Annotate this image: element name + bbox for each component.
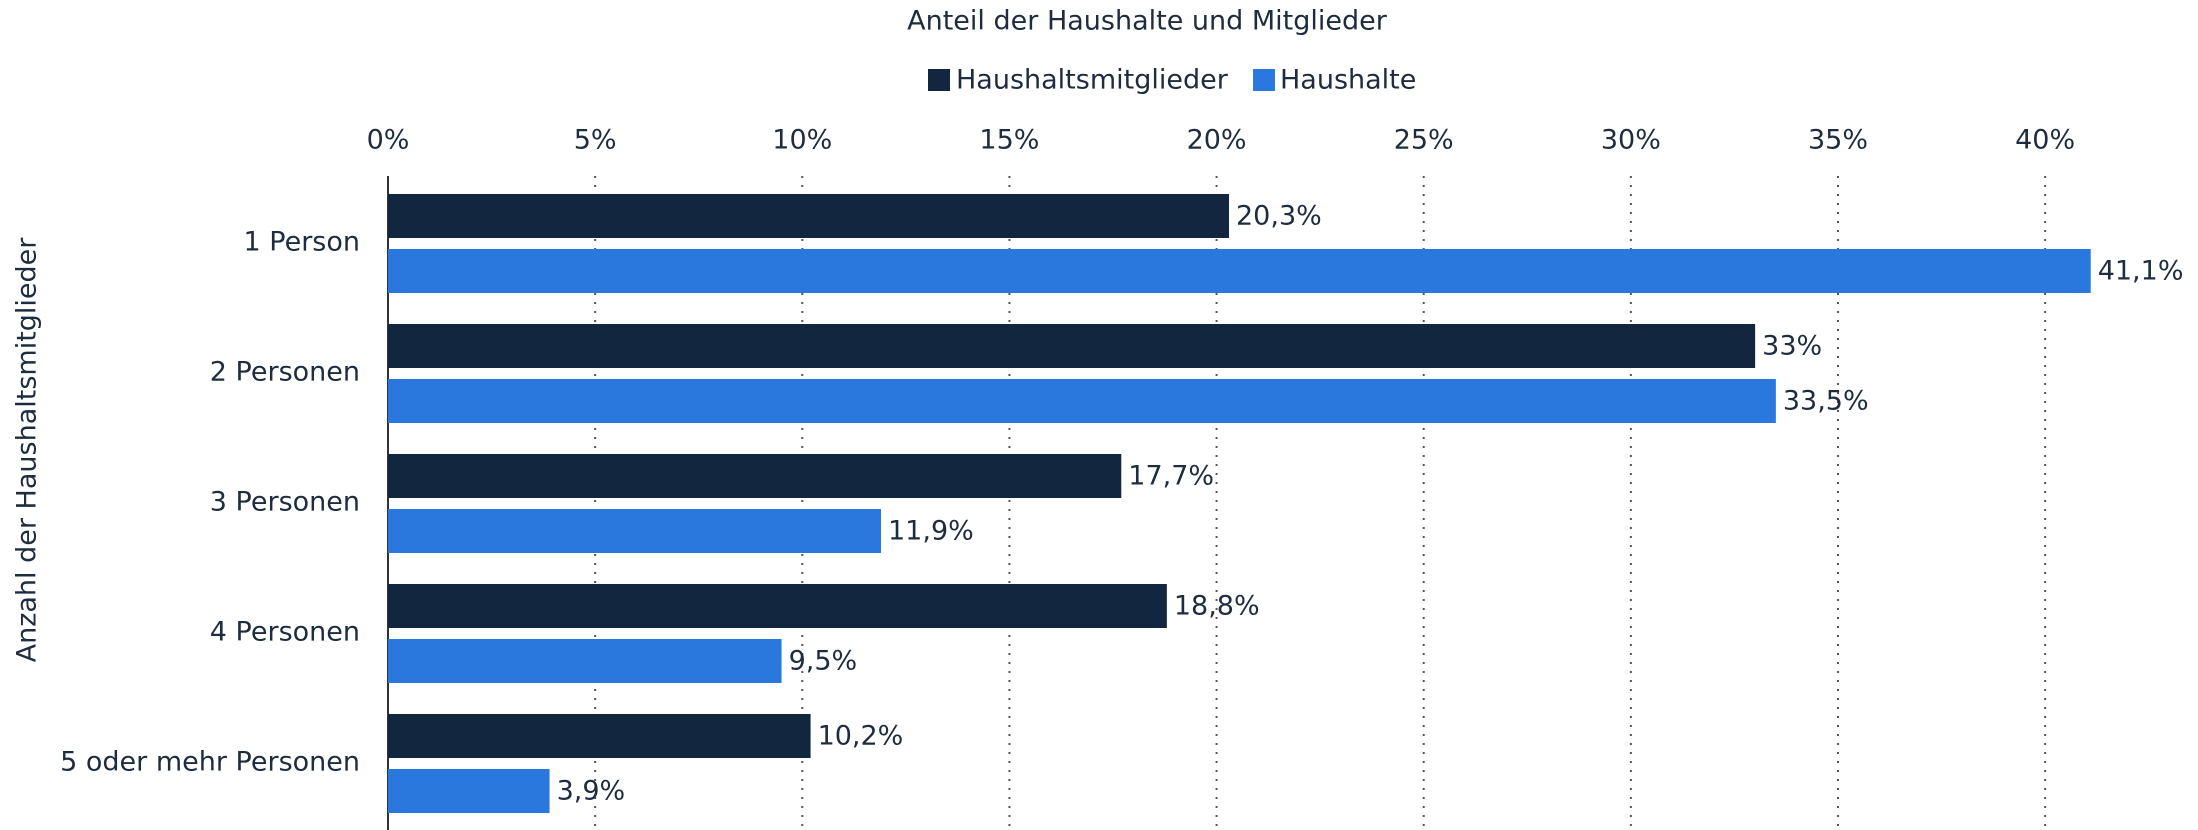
bar <box>388 379 1776 423</box>
legend-swatch <box>928 69 950 91</box>
bar <box>388 584 1167 628</box>
value-label: 11,9% <box>888 516 974 547</box>
bar <box>388 249 2091 293</box>
x-tick-label: 35% <box>1808 125 1868 156</box>
value-label: 33% <box>1762 331 1822 362</box>
bar <box>388 509 881 553</box>
bar <box>388 769 550 813</box>
x-tick-label: 10% <box>772 125 832 156</box>
value-label: 33,5% <box>1783 386 1869 417</box>
legend-swatch <box>1253 69 1275 91</box>
legend-label: Haushalte <box>1280 65 1416 96</box>
bar <box>388 454 1122 498</box>
x-tick-label: 30% <box>1601 125 1661 156</box>
y-axis-label: Anzahl der Haushaltsmitglieder <box>12 237 43 663</box>
y-tick-label: 2 Personen <box>210 357 360 388</box>
value-label: 41,1% <box>2098 256 2184 287</box>
value-label: 18,8% <box>1174 591 1260 622</box>
x-tick-label: 5% <box>574 125 617 156</box>
value-label: 3,9% <box>557 776 626 807</box>
bar <box>388 194 1229 238</box>
y-tick-label: 1 Person <box>244 227 361 258</box>
x-tick-label: 40% <box>2015 125 2075 156</box>
y-tick-label: 3 Personen <box>210 487 360 518</box>
legend-label: Haushaltsmitglieder <box>956 65 1229 96</box>
bar <box>388 639 782 683</box>
value-label: 9,5% <box>789 646 858 677</box>
y-tick-label: 5 oder mehr Personen <box>60 747 360 778</box>
chart-title: Anteil der Haushalte und Mitglieder <box>907 6 1388 37</box>
bar <box>388 714 811 758</box>
x-tick-label: 0% <box>367 125 410 156</box>
x-tick-label: 25% <box>1394 125 1454 156</box>
value-label: 10,2% <box>818 721 904 752</box>
x-tick-label: 15% <box>979 125 1039 156</box>
x-tick-label: 20% <box>1187 125 1247 156</box>
value-label: 17,7% <box>1128 461 1214 492</box>
bar <box>388 324 1756 368</box>
value-label: 20,3% <box>1236 201 1322 232</box>
y-tick-label: 4 Personen <box>210 617 360 648</box>
